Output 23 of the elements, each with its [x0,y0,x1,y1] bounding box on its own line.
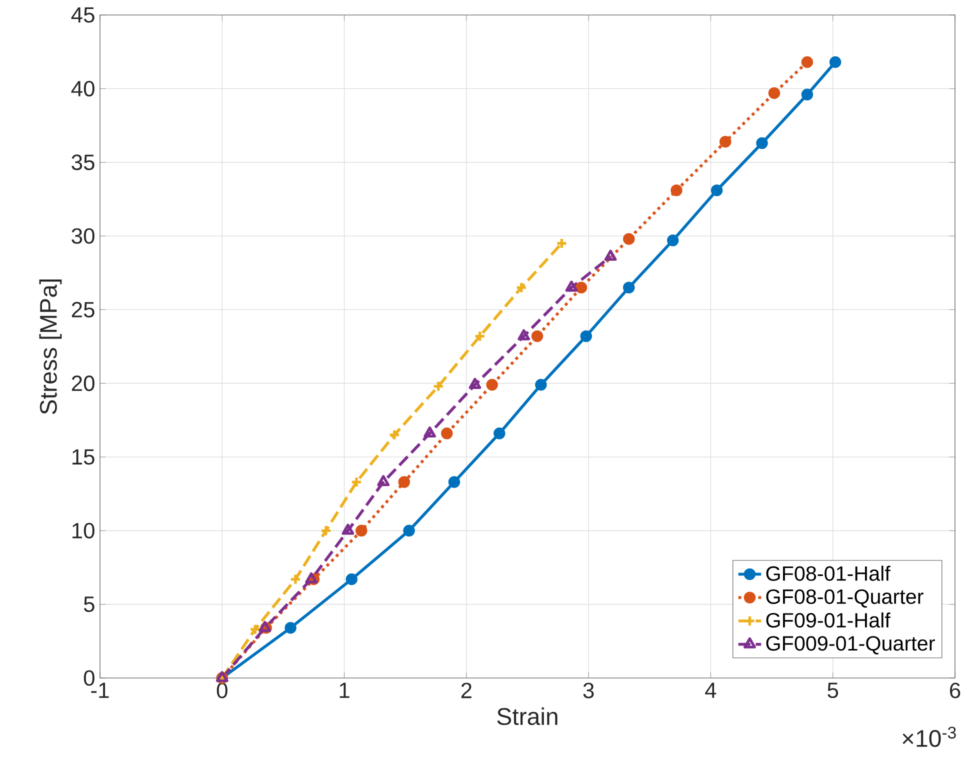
y-tick-label: 20 [72,376,94,392]
y-tick-label: 40 [71,80,94,96]
y-tick-label: 15 [72,449,94,465]
x-tick-label: 1 [340,682,350,698]
y-tick-label: 10 [72,522,94,538]
x-tick-label: 6 [950,682,960,698]
x-axis-title: Strain [497,707,558,726]
legend-label: GF08-01-Quarter [766,589,924,608]
text: ×10$^{-3}$ [902,726,956,748]
y-tick-label: 5 [84,596,94,612]
y-tick-label: 25 [72,302,94,318]
x-tick-label: 3 [583,682,594,698]
x-tick-label: 5 [828,682,838,698]
legend-label: GF08-01-Half [766,566,890,581]
x-tick-label: 4 [705,682,716,698]
x-tick-label: 0 [216,682,228,698]
legend-label: GF09-01-Half [766,612,890,628]
y-tick-label: 35 [72,154,94,170]
y-axis-title: Stress [MPa] [39,280,62,414]
legend-label: GF009-01-Quarter [766,636,935,654]
x-tick-label: 2 [461,682,472,698]
y-tick-label: 30 [72,228,94,244]
y-tick-label: 45 [71,7,94,23]
